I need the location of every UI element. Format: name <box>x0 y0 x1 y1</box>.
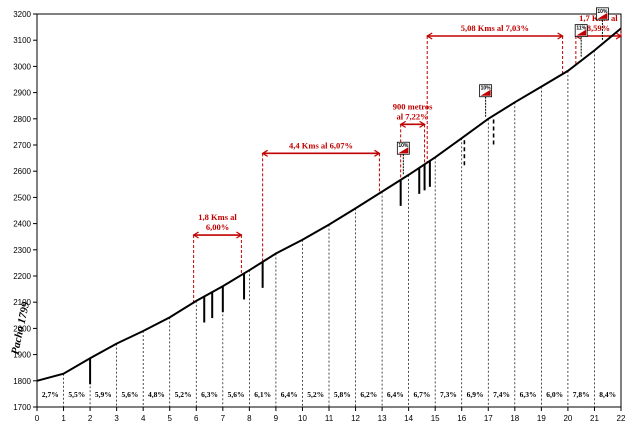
x-tick-label: 13 <box>378 414 387 423</box>
x-tick-label: 0 <box>35 414 40 423</box>
grade-label: 5,2% <box>307 390 324 399</box>
annotation-label: 5,08 Kms al 7,03% <box>461 23 529 33</box>
x-tick-label: 2 <box>88 414 93 423</box>
y-tick-label: 3100 <box>13 36 31 45</box>
annotation-label: 8,59% <box>587 23 610 33</box>
y-tick-label: 1700 <box>13 403 31 412</box>
grade-label: 5,8% <box>334 390 351 399</box>
x-tick-label: 1 <box>61 414 66 423</box>
grade-label: 6,3% <box>201 390 218 399</box>
x-tick-label: 5 <box>168 414 173 423</box>
gradient-sign: 10% <box>396 141 410 175</box>
grade-label: 6,4% <box>281 390 298 399</box>
grade-label: 4,8% <box>148 390 165 399</box>
x-tick-label: 14 <box>404 414 413 423</box>
x-tick-label: 11 <box>325 414 334 423</box>
sign-label: 11% <box>576 26 586 32</box>
y-tick-label: 3000 <box>13 62 31 71</box>
grade-label: 6,2% <box>360 390 377 399</box>
annotation-label: 900 metros <box>393 101 433 111</box>
y-tick-label: 2600 <box>13 167 31 176</box>
x-tick-label: 16 <box>457 414 466 423</box>
annotation-label: 1,8 Kms al <box>198 212 237 222</box>
annotation-label: 4,4 Kms al 6,07% <box>289 140 353 150</box>
y-tick-label: 1800 <box>13 377 31 386</box>
y-tick-label: 1900 <box>13 351 31 360</box>
sign-slope <box>398 147 409 154</box>
x-tick-label: 20 <box>563 414 572 423</box>
x-tick-label: 15 <box>431 414 440 423</box>
y-tick-label: 2200 <box>13 272 31 281</box>
elevation-profile <box>36 27 622 382</box>
sign-label: 10% <box>398 143 409 149</box>
sign-label: 10% <box>481 86 492 92</box>
y-axis-ticks: 1700 1800 1900 2000 2100 2200 2300 2400 2500 2600… <box>13 10 37 412</box>
grade-label: 6,3% <box>520 390 537 399</box>
y-tick-label: 2700 <box>13 141 31 150</box>
grade-label: 6,4% <box>387 390 404 399</box>
sign-slope <box>597 12 608 19</box>
ramp-markers <box>89 119 495 385</box>
y-tick-label: 2400 <box>13 220 31 229</box>
y-tick-label: 2900 <box>13 89 31 98</box>
sign-slope <box>480 89 491 96</box>
grade-label: 6,0% <box>546 390 563 399</box>
x-tick-label: 4 <box>141 414 146 423</box>
x-tick-label: 10 <box>298 414 307 423</box>
km-divider-lines <box>63 50 595 407</box>
grade-label: 6,7% <box>413 390 430 399</box>
chart-axes <box>36 13 622 408</box>
grade-label: 5,6% <box>121 390 138 399</box>
grade-labels: 2,7% 5,5% 5,9% 5,6% 4,8% 5,2% 6,3% 5,6% 6,1% 6,4%… <box>42 390 616 399</box>
plot-frame <box>36 13 622 408</box>
grade-label: 7,3% <box>440 390 457 399</box>
gradient-sign: 11% <box>574 24 588 57</box>
grade-label: 8,4% <box>599 390 616 399</box>
climb-annotations: 1,8 Kms al6,00% 4,4 Kms al 6,07% 900 metro… <box>192 13 623 303</box>
x-tick-label: 18 <box>510 414 519 423</box>
x-tick-label: 21 <box>590 414 599 423</box>
grade-label: 5,2% <box>175 390 192 399</box>
annotation-label: 6,00% <box>206 222 229 232</box>
sign-slope <box>576 29 587 36</box>
grade-label: 6,1% <box>254 390 271 399</box>
profile-line <box>36 27 622 382</box>
x-tick-label: 17 <box>484 414 493 423</box>
gradient-sign: 10% <box>479 84 493 117</box>
y-tick-label: 2300 <box>13 246 31 255</box>
x-tick-label: 7 <box>221 414 226 423</box>
y-tick-label: 3200 <box>13 10 31 19</box>
y-tick-label: 2100 <box>13 298 31 307</box>
x-tick-label: 12 <box>351 414 360 423</box>
grade-label: 2,7% <box>42 390 59 399</box>
sign-label: 10% <box>597 9 608 15</box>
y-tick-label: 2000 <box>13 324 31 333</box>
grade-label: 6,9% <box>467 390 484 399</box>
gradient-signs: 10% 10% 11% 10% <box>396 7 609 175</box>
y-tick-label: 2800 <box>13 115 31 124</box>
grade-label: 5,9% <box>95 390 112 399</box>
y-tick-label: 2500 <box>13 193 31 202</box>
annotation-label: al 7,22% <box>397 111 429 121</box>
grade-label: 7,4% <box>493 390 510 399</box>
x-tick-label: 22 <box>617 414 626 423</box>
gradient-sign: 10% <box>596 7 609 40</box>
x-axis-ticks: 0 1 2 3 4 5 6 7 8 9 10 11 12 13 14 15 16 17 18 19 20 21 22 <box>35 407 626 423</box>
grade-label: 7,8% <box>573 390 590 399</box>
grade-label: 5,5% <box>68 390 85 399</box>
grade-label: 5,6% <box>228 390 245 399</box>
x-tick-label: 3 <box>114 414 119 423</box>
x-tick-label: 19 <box>537 414 546 423</box>
x-tick-label: 6 <box>194 414 199 423</box>
x-tick-label: 9 <box>274 414 279 423</box>
x-tick-label: 8 <box>247 414 252 423</box>
